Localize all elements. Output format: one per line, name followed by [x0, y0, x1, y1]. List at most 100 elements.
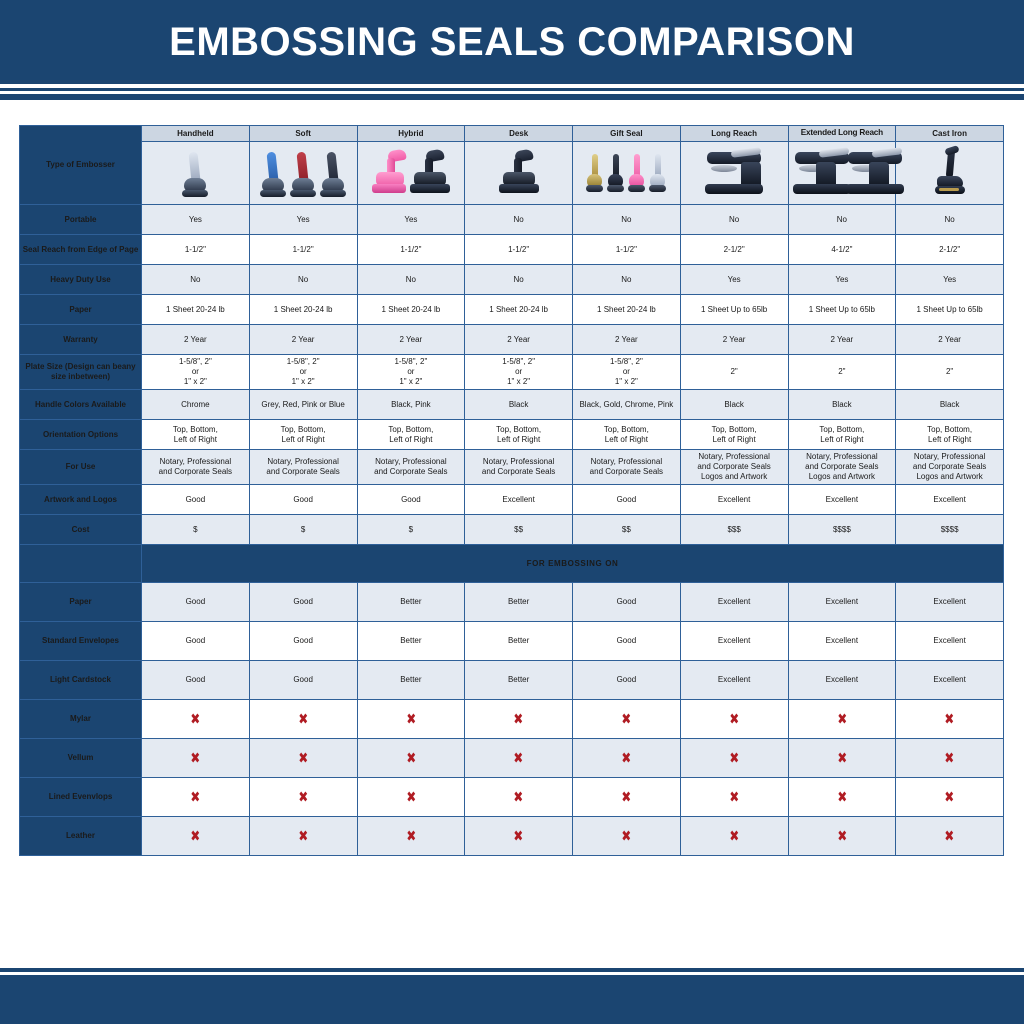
- table-cell: No: [248, 264, 358, 295]
- column-header-desk: Desk: [464, 125, 573, 142]
- table-cell: ✖: [895, 777, 1004, 817]
- table-cell: Excellent: [895, 484, 1004, 515]
- cross-icon: ✖: [405, 826, 416, 845]
- cross-icon: ✖: [513, 748, 524, 767]
- table-cell: Notary, Professional and Corporate Seals: [356, 449, 466, 485]
- cross-icon: ✖: [621, 826, 632, 845]
- table-cell: 1-5/8", 2" or 1" x 2": [572, 354, 681, 390]
- table-row: Artwork and Logos Good Good Good Excellent Go…: [19, 484, 1004, 515]
- row-label-vellum: Vellum: [19, 738, 142, 778]
- table-cell: 1-1/2": [572, 234, 681, 265]
- cross-icon: ✖: [190, 787, 201, 806]
- header-rule-thick: [0, 94, 1024, 100]
- table-cell: No: [679, 204, 789, 235]
- row-label-heavy-duty-use: Heavy Duty Use: [19, 264, 142, 295]
- table-cell: Top, Bottom, Left of Right: [572, 419, 681, 450]
- table-cell: ✖: [572, 816, 681, 856]
- cross-icon: ✖: [621, 787, 632, 806]
- table-cell: Yes: [787, 264, 897, 295]
- table-cell: Excellent: [787, 660, 897, 700]
- table-cell: No: [572, 204, 681, 235]
- embosser-illustration: [607, 154, 625, 198]
- table-cell: Better: [356, 582, 466, 622]
- table-cell: 2 Year: [895, 324, 1004, 355]
- row-label-handle-colors-available: Handle Colors Available: [19, 389, 142, 420]
- table-cell: ✖: [679, 738, 789, 778]
- cross-icon: ✖: [836, 748, 847, 767]
- row-label-paper: Paper: [19, 294, 142, 325]
- table-cell: ✖: [679, 699, 789, 739]
- row-label-standard-envelopes: Standard Envelopes: [19, 621, 142, 661]
- table-cell: 4-1/2": [787, 234, 897, 265]
- table-cell: 1 Sheet Up to 65lb: [787, 294, 897, 325]
- table-cell: $: [356, 514, 466, 545]
- row-label-warranty: Warranty: [19, 324, 142, 355]
- table-cell: $: [141, 514, 250, 545]
- table-cell: 1-5/8", 2" or 1" x 2": [141, 354, 250, 390]
- embosser-illustration: [498, 148, 539, 198]
- embosser-illustration: [586, 154, 604, 198]
- header-rule-thin: [0, 88, 1024, 91]
- table-cell: Good: [248, 621, 358, 661]
- table-row: Light Cardstock Good Good Better Better Good E…: [19, 660, 1004, 700]
- footer-rule-thin: [0, 968, 1024, 972]
- table-cell: Top, Bottom, Left of Right: [679, 419, 789, 450]
- table-row: Seal Reach from Edge of Page 1-1/2" 1-1/2"…: [19, 234, 1004, 265]
- table-cell: 1-1/2": [356, 234, 466, 265]
- table-cell: Good: [248, 660, 358, 700]
- page-footer-banner: [0, 975, 1024, 1024]
- row-label-lined-evenvlops: Lined Evenvlops: [19, 777, 142, 817]
- desk-embosser-icon: [464, 141, 573, 205]
- section-banner-row: FOR EMBOSSING ON: [19, 544, 1004, 583]
- comparison-table-body: Type of Embosser Handheld Soft Hybrid Desk Gi…: [19, 125, 1004, 856]
- cross-icon: ✖: [729, 709, 740, 728]
- table-cell: ✖: [248, 738, 358, 778]
- table-cell: ✖: [356, 699, 466, 739]
- cross-icon: ✖: [190, 826, 201, 845]
- table-cell: ✖: [464, 738, 573, 778]
- table-cell: 1-1/2": [248, 234, 358, 265]
- cross-icon: ✖: [836, 709, 847, 728]
- table-cell: ✖: [787, 816, 897, 856]
- table-cell: Better: [356, 621, 466, 661]
- table-row: Paper 1 Sheet 20-24 lb 1 Sheet 20-24 lb 1 S…: [19, 294, 1004, 325]
- table-cell: Better: [464, 582, 573, 622]
- table-cell: Excellent: [787, 621, 897, 661]
- cross-icon: ✖: [298, 787, 309, 806]
- table-cell: Excellent: [679, 621, 789, 661]
- cross-icon: ✖: [621, 709, 632, 728]
- table-cell: ✖: [464, 699, 573, 739]
- table-cell: Notary, Professional and Corporate Seals L…: [787, 449, 897, 485]
- cross-icon: ✖: [944, 709, 955, 728]
- table-cell: Notary, Professional and Corporate Seals L…: [895, 449, 1004, 485]
- table-cell: Notary, Professional and Corporate Seals: [572, 449, 681, 485]
- table-cell: Black: [787, 389, 897, 420]
- embosser-illustration: [791, 147, 851, 198]
- column-header-handheld: Handheld: [141, 125, 250, 142]
- table-cell: Good: [572, 660, 681, 700]
- table-image-row: [20, 141, 1004, 205]
- cross-icon: ✖: [190, 709, 201, 728]
- cross-icon: ✖: [944, 748, 955, 767]
- table-cell: Good: [141, 621, 250, 661]
- table-cell: $$: [572, 514, 681, 545]
- table-cell: $$$: [679, 514, 789, 545]
- table-cell: Black: [895, 389, 1004, 420]
- comparison-table-container: Type of Embosser Handheld Soft Hybrid Desk Gi…: [19, 125, 1004, 856]
- cross-icon: ✖: [944, 826, 955, 845]
- table-cell: Yes: [356, 204, 466, 235]
- table-row: Portable Yes Yes Yes No No No No No: [19, 204, 1004, 235]
- table-cell: Notary, Professional and Corporate Seals: [248, 449, 358, 485]
- embosser-illustration: [371, 148, 407, 198]
- table-cell: $: [248, 514, 358, 545]
- embosser-illustration: [844, 147, 904, 198]
- table-cell: ✖: [356, 777, 466, 817]
- table-cell: Excellent: [464, 484, 573, 515]
- table-cell: 2 Year: [141, 324, 250, 355]
- table-row: Vellum ✖ ✖ ✖ ✖ ✖ ✖ ✖ ✖: [19, 738, 1004, 778]
- table-cell: Excellent: [679, 660, 789, 700]
- table-cell: 1-1/2": [464, 234, 573, 265]
- table-cell: Top, Bottom, Left of Right: [356, 419, 466, 450]
- table-row: For Use Notary, Professional and Corporate…: [19, 449, 1004, 485]
- cross-icon: ✖: [729, 787, 740, 806]
